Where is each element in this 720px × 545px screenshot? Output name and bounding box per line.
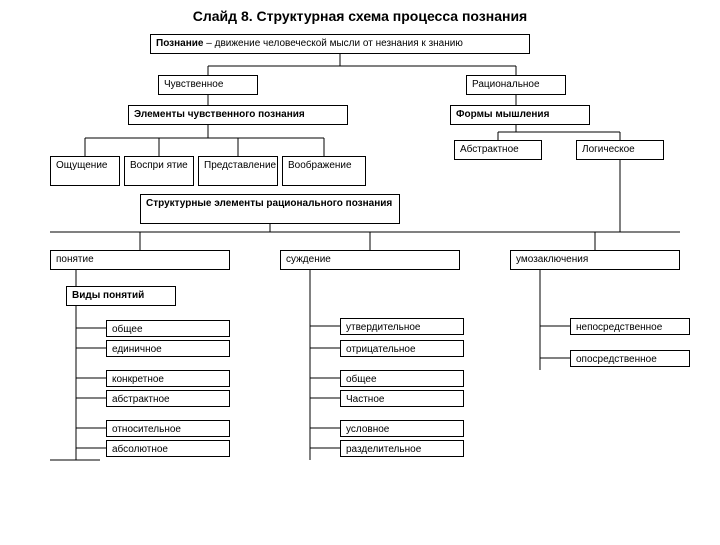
node-s1: Ощущение	[50, 156, 120, 186]
node-c2: единичное	[106, 340, 230, 357]
node-c3: конкретное	[106, 370, 230, 387]
node-c6: абсолютное	[106, 440, 230, 457]
node-j6: разделительное	[340, 440, 464, 457]
node-logic: Логическое	[576, 140, 664, 160]
node-s3: Представление	[198, 156, 278, 186]
node-c4: абстрактное	[106, 390, 230, 407]
node-j5: условное	[340, 420, 464, 437]
node-j4: Частное	[340, 390, 464, 407]
node-root: Познание – движение человеческой мысли о…	[150, 34, 530, 54]
node-j2: отрицательное	[340, 340, 464, 357]
node-c1: общее	[106, 320, 230, 337]
node-c5: относительное	[106, 420, 230, 437]
node-p_concept: понятие	[50, 250, 230, 270]
node-sens_el: Элементы чувственного познания	[128, 105, 348, 125]
node-kinds: Виды понятий	[66, 286, 176, 306]
node-i1: непосредственное	[570, 318, 690, 335]
node-rat_f: Формы мышления	[450, 105, 590, 125]
node-p_infer: умозаключения	[510, 250, 680, 270]
connector-layer	[0, 0, 720, 540]
node-abstr: Абстрактное	[454, 140, 542, 160]
node-rat_struct: Структурные элементы рационального позна…	[140, 194, 400, 224]
node-i2: опосредственное	[570, 350, 690, 367]
node-s4: Воображение	[282, 156, 366, 186]
node-j3: общее	[340, 370, 464, 387]
node-sens: Чувственное	[158, 75, 258, 95]
node-rat: Рациональное	[466, 75, 566, 95]
slide-title: Слайд 8. Структурная схема процесса позн…	[0, 8, 720, 24]
node-j1: утвердительное	[340, 318, 464, 335]
node-s2: Воспри ятие	[124, 156, 194, 186]
node-p_judgment: суждение	[280, 250, 460, 270]
